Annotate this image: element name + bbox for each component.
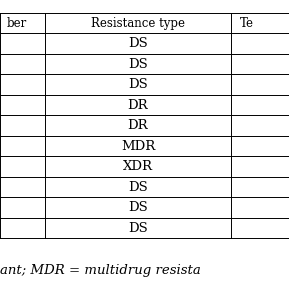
Text: DR: DR — [128, 119, 148, 132]
Text: DS: DS — [128, 222, 148, 235]
Text: Te: Te — [240, 17, 254, 30]
Text: DS: DS — [128, 181, 148, 194]
Text: DR: DR — [128, 99, 148, 112]
Text: ant; MDR = multidrug resista: ant; MDR = multidrug resista — [0, 264, 201, 277]
Text: MDR: MDR — [121, 140, 155, 153]
Text: ber: ber — [7, 17, 27, 30]
Text: DS: DS — [128, 37, 148, 50]
Text: DS: DS — [128, 78, 148, 91]
Text: Resistance type: Resistance type — [91, 17, 185, 30]
Text: XDR: XDR — [123, 160, 153, 173]
Text: DS: DS — [128, 58, 148, 71]
Text: DS: DS — [128, 201, 148, 214]
